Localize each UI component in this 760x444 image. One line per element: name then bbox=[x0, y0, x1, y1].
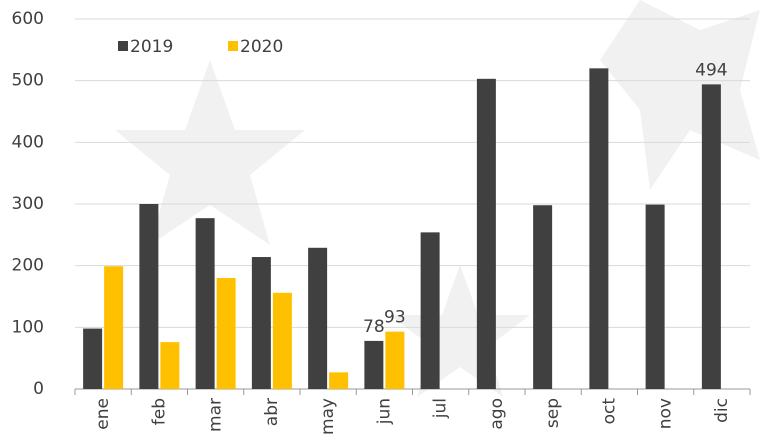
y-tick-label: 0 bbox=[33, 379, 44, 399]
legend-label: 2020 bbox=[240, 37, 283, 57]
bar bbox=[195, 218, 215, 389]
bar bbox=[701, 84, 721, 389]
bar bbox=[160, 342, 180, 389]
bar bbox=[104, 266, 124, 389]
x-tick-label: dic bbox=[712, 398, 732, 423]
bar bbox=[329, 372, 349, 389]
bar bbox=[139, 204, 159, 389]
legend-swatch bbox=[228, 41, 238, 51]
y-tick-label: 600 bbox=[12, 9, 44, 29]
y-tick-label: 200 bbox=[12, 256, 44, 276]
bar bbox=[272, 292, 292, 389]
bar bbox=[308, 247, 328, 389]
data-label: 93 bbox=[384, 308, 406, 328]
bar bbox=[83, 328, 103, 389]
x-tick-label: jun bbox=[374, 398, 394, 425]
x-tick-label: sep bbox=[543, 398, 563, 428]
y-tick-label: 400 bbox=[12, 132, 44, 152]
data-label: 78 bbox=[363, 317, 385, 337]
bar bbox=[420, 232, 440, 389]
x-tick-label: ene bbox=[93, 398, 113, 430]
y-tick-label: 100 bbox=[12, 317, 44, 337]
x-tick-label: ago bbox=[487, 398, 507, 430]
x-tick-label: nov bbox=[656, 398, 676, 429]
bar bbox=[589, 68, 609, 389]
x-tick-label: feb bbox=[149, 398, 169, 425]
x-tick-label: may bbox=[318, 398, 338, 435]
bar bbox=[364, 340, 384, 389]
x-tick-label: jul bbox=[431, 398, 451, 419]
data-label: 494 bbox=[695, 60, 727, 80]
y-tick-label: 500 bbox=[12, 71, 44, 91]
bar bbox=[533, 205, 553, 389]
y-tick-label: 300 bbox=[12, 194, 44, 214]
x-tick-label: oct bbox=[599, 398, 619, 425]
bar bbox=[645, 204, 665, 389]
bar bbox=[476, 78, 496, 390]
legend-label: 2019 bbox=[130, 37, 173, 57]
bar bbox=[251, 257, 271, 389]
legend-swatch bbox=[118, 41, 128, 51]
bar bbox=[216, 278, 236, 389]
bar bbox=[385, 331, 405, 389]
x-tick-label: mar bbox=[206, 398, 226, 432]
x-tick-label: abr bbox=[262, 398, 282, 426]
